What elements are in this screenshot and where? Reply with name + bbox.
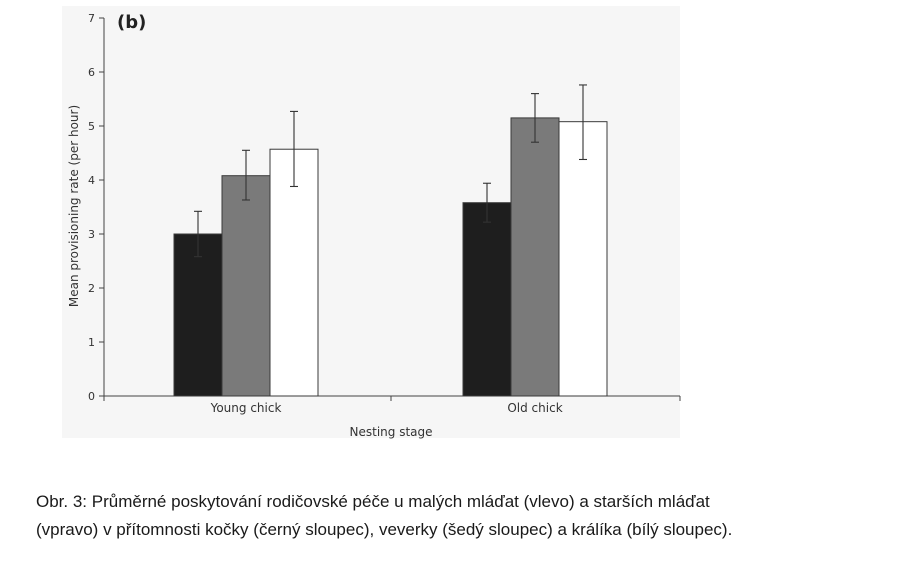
bar	[269, 148, 319, 397]
panel-label: (b)	[117, 12, 146, 33]
y-tick-label: 7	[88, 12, 95, 25]
y-tick-label: 4	[88, 174, 95, 187]
y-tick-label: 3	[88, 228, 95, 241]
caption-line-2: (vpravo) v přítomnosti kočky (černý slou…	[36, 520, 733, 539]
figure-caption: Obr. 3: Průměrné poskytování rodičovské …	[36, 488, 886, 544]
bar	[173, 233, 223, 397]
x-axis-title: Nesting stage	[350, 425, 433, 439]
bar-chart: 0 1 2 3 4 5 6 7 Young chick Old chick (b) Nestin…	[67, 12, 681, 439]
bar	[558, 121, 608, 397]
y-axis-title: Mean provisioning rate (per hour)	[67, 105, 81, 307]
figure: 0 1 2 3 4 5 6 7 Young chick Old chick (b) Nestin…	[67, 12, 681, 439]
error-bars-group	[194, 84, 587, 258]
bar	[462, 202, 512, 397]
bar	[510, 117, 560, 397]
y-tick-label: 0	[88, 390, 95, 403]
y-axis: 0 1 2 3 4 5 6 7	[88, 12, 105, 403]
chart-labels: (b) Nesting stage Mean provisioning rate…	[67, 12, 433, 439]
bar	[221, 175, 271, 397]
x-category-label: Young chick	[210, 401, 282, 415]
y-tick-label: 6	[88, 66, 95, 79]
caption-line-1: Obr. 3: Průměrné poskytování rodičovské …	[36, 492, 710, 511]
y-tick-label: 1	[88, 336, 95, 349]
y-tick-label: 5	[88, 120, 95, 133]
y-tick-label: 2	[88, 282, 95, 295]
bars-group	[173, 117, 608, 397]
x-category-label: Old chick	[507, 401, 562, 415]
